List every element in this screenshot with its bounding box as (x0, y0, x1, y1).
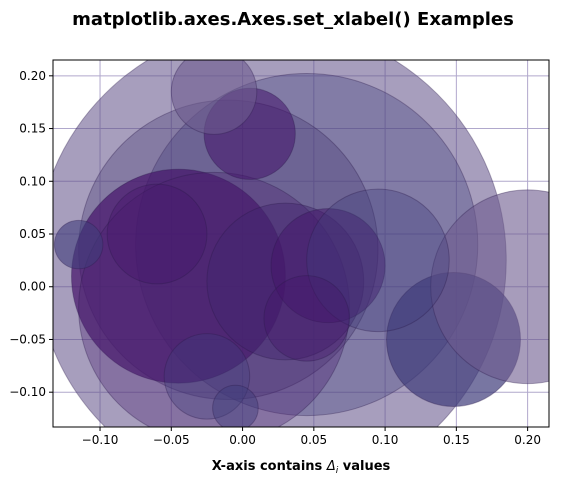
x-tick-label: 0.15 (443, 433, 470, 447)
x-tick-label: 0.05 (300, 433, 327, 447)
scatter-point (212, 384, 259, 427)
scatter-point (306, 188, 450, 333)
y-tick-label: 0.20 (19, 69, 46, 83)
y-tick-label: 0.15 (19, 122, 46, 136)
y-tick-label: −0.05 (9, 332, 46, 346)
scatter-point (430, 189, 549, 385)
y-tick-label: 0.05 (19, 227, 46, 241)
x-tick-label: −0.05 (153, 433, 190, 447)
scatter-point (53, 219, 104, 270)
scatter-point (270, 208, 386, 324)
x-tick-label: 0.10 (372, 433, 399, 447)
plot-frame (52, 59, 550, 428)
scatter-point (106, 183, 208, 285)
axis-ticks: −0.10 −0.05 0.00 0.05 0.10 0.15 0.20 −0.10 −0.05… (9, 69, 541, 447)
x-tick-label: 0.00 (229, 433, 256, 447)
scatter-point (170, 60, 258, 135)
x-tick-label: 0.20 (514, 433, 541, 447)
y-tick-label: 0.00 (19, 280, 46, 294)
x-axis-label: X-axis contains Δi values (212, 459, 391, 476)
y-tick-label: −0.10 (9, 385, 46, 399)
y-tick-label: 0.10 (19, 174, 46, 188)
scatter-point (263, 275, 350, 362)
scatter-markers (53, 60, 549, 427)
scatter-point (163, 333, 251, 420)
chart-title: matplotlib.axes.Axes.set_xlabel() Exampl… (72, 9, 514, 30)
x-tick-label: −0.10 (82, 433, 119, 447)
